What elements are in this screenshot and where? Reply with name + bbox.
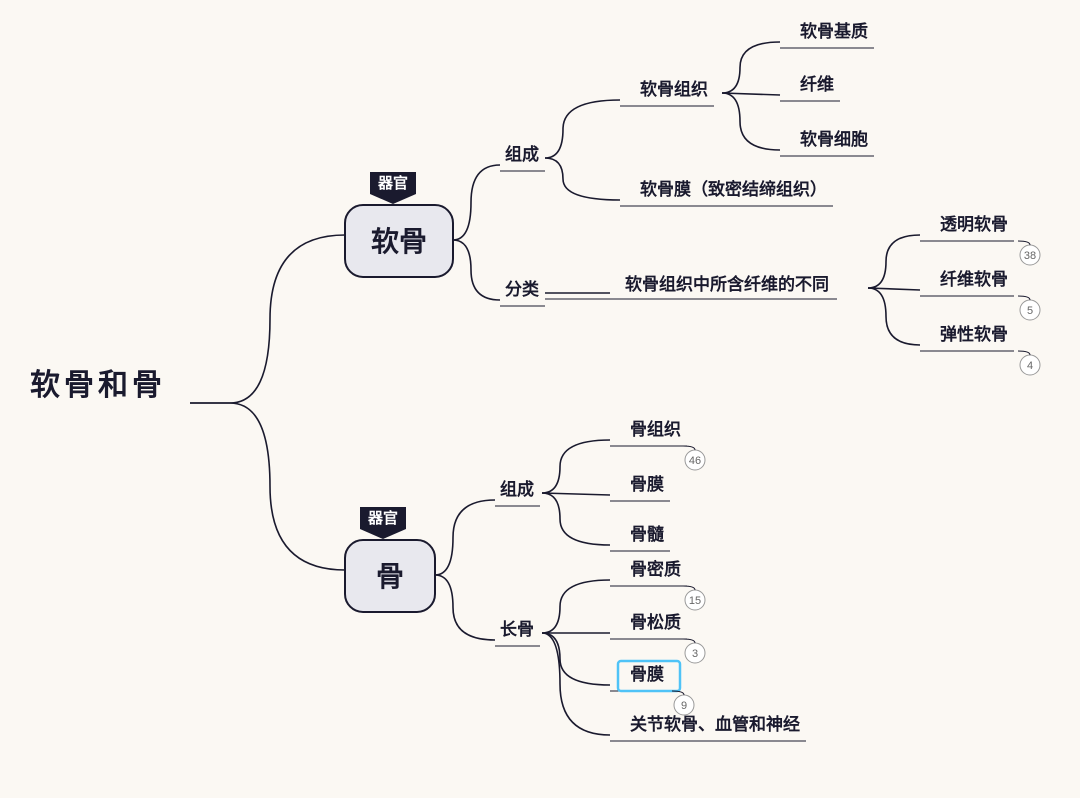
- branch: [190, 403, 345, 570]
- node-label: 弹性软骨: [940, 324, 1008, 344]
- badge-connector: [683, 446, 695, 450]
- node-label: 透明软骨: [940, 214, 1008, 234]
- count-badge-text: 4: [1027, 360, 1033, 372]
- organ-tag-label: 器官: [377, 174, 408, 192]
- node-label: 软骨膜（致密结缔组织）: [640, 179, 827, 199]
- node-label: 分类: [505, 279, 540, 299]
- node-label: 纤维: [800, 74, 834, 94]
- node-box-title: 软骨: [371, 226, 427, 257]
- node-label: 软骨基质: [800, 21, 868, 41]
- branch: [453, 240, 500, 300]
- branch: [722, 42, 780, 93]
- branch: [435, 500, 495, 575]
- branch: [542, 580, 610, 633]
- branch: [542, 440, 610, 493]
- count-badge-text: 9: [681, 700, 687, 712]
- node-label: 骨组织: [630, 419, 681, 439]
- root-label: 软骨和骨: [30, 369, 166, 402]
- badge-connector: [1018, 241, 1030, 245]
- node-label: 骨髓: [630, 524, 665, 544]
- branch: [542, 633, 610, 685]
- count-badge-text: 46: [689, 455, 701, 467]
- count-badge-text: 5: [1027, 305, 1033, 317]
- node-label: 关节软骨、血管和神经: [630, 714, 800, 734]
- node-label: 骨松质: [630, 612, 681, 632]
- branch: [722, 93, 780, 150]
- branch: [545, 158, 620, 200]
- node-label: 骨密质: [630, 559, 681, 579]
- node-label: 组成: [500, 479, 534, 499]
- badge-connector: [683, 639, 695, 643]
- count-badge-text: 3: [692, 648, 698, 660]
- node-label: 骨膜: [630, 664, 664, 684]
- count-badge-text: 38: [1024, 250, 1036, 262]
- branch: [435, 575, 495, 640]
- badge-connector: [1018, 296, 1030, 300]
- node-label: 软骨组织中所含纤维的不同: [625, 274, 829, 294]
- mindmap-diagram: 软骨和骨器官软骨器官骨组成分类软骨组织软骨膜（致密结缔组织）软骨基质纤维软骨细胞…: [0, 0, 1080, 798]
- badge-connector: [1018, 351, 1030, 355]
- count-badge-text: 15: [689, 595, 701, 607]
- node-label: 纤维软骨: [940, 269, 1008, 289]
- node-label: 长骨: [500, 619, 534, 639]
- node-label: 骨膜: [630, 474, 664, 494]
- organ-tag-label: 器官: [367, 509, 398, 527]
- branch: [542, 493, 610, 495]
- branch: [453, 165, 500, 240]
- branch: [545, 100, 620, 158]
- node-label: 软骨组织: [640, 79, 708, 99]
- branch: [868, 288, 920, 345]
- branch: [542, 493, 610, 545]
- node-label: 软骨细胞: [800, 129, 868, 149]
- node-box-title: 骨: [376, 561, 404, 592]
- branch: [868, 235, 920, 288]
- branch: [190, 235, 345, 403]
- badge-connector: [683, 586, 695, 590]
- node-label: 组成: [505, 144, 539, 164]
